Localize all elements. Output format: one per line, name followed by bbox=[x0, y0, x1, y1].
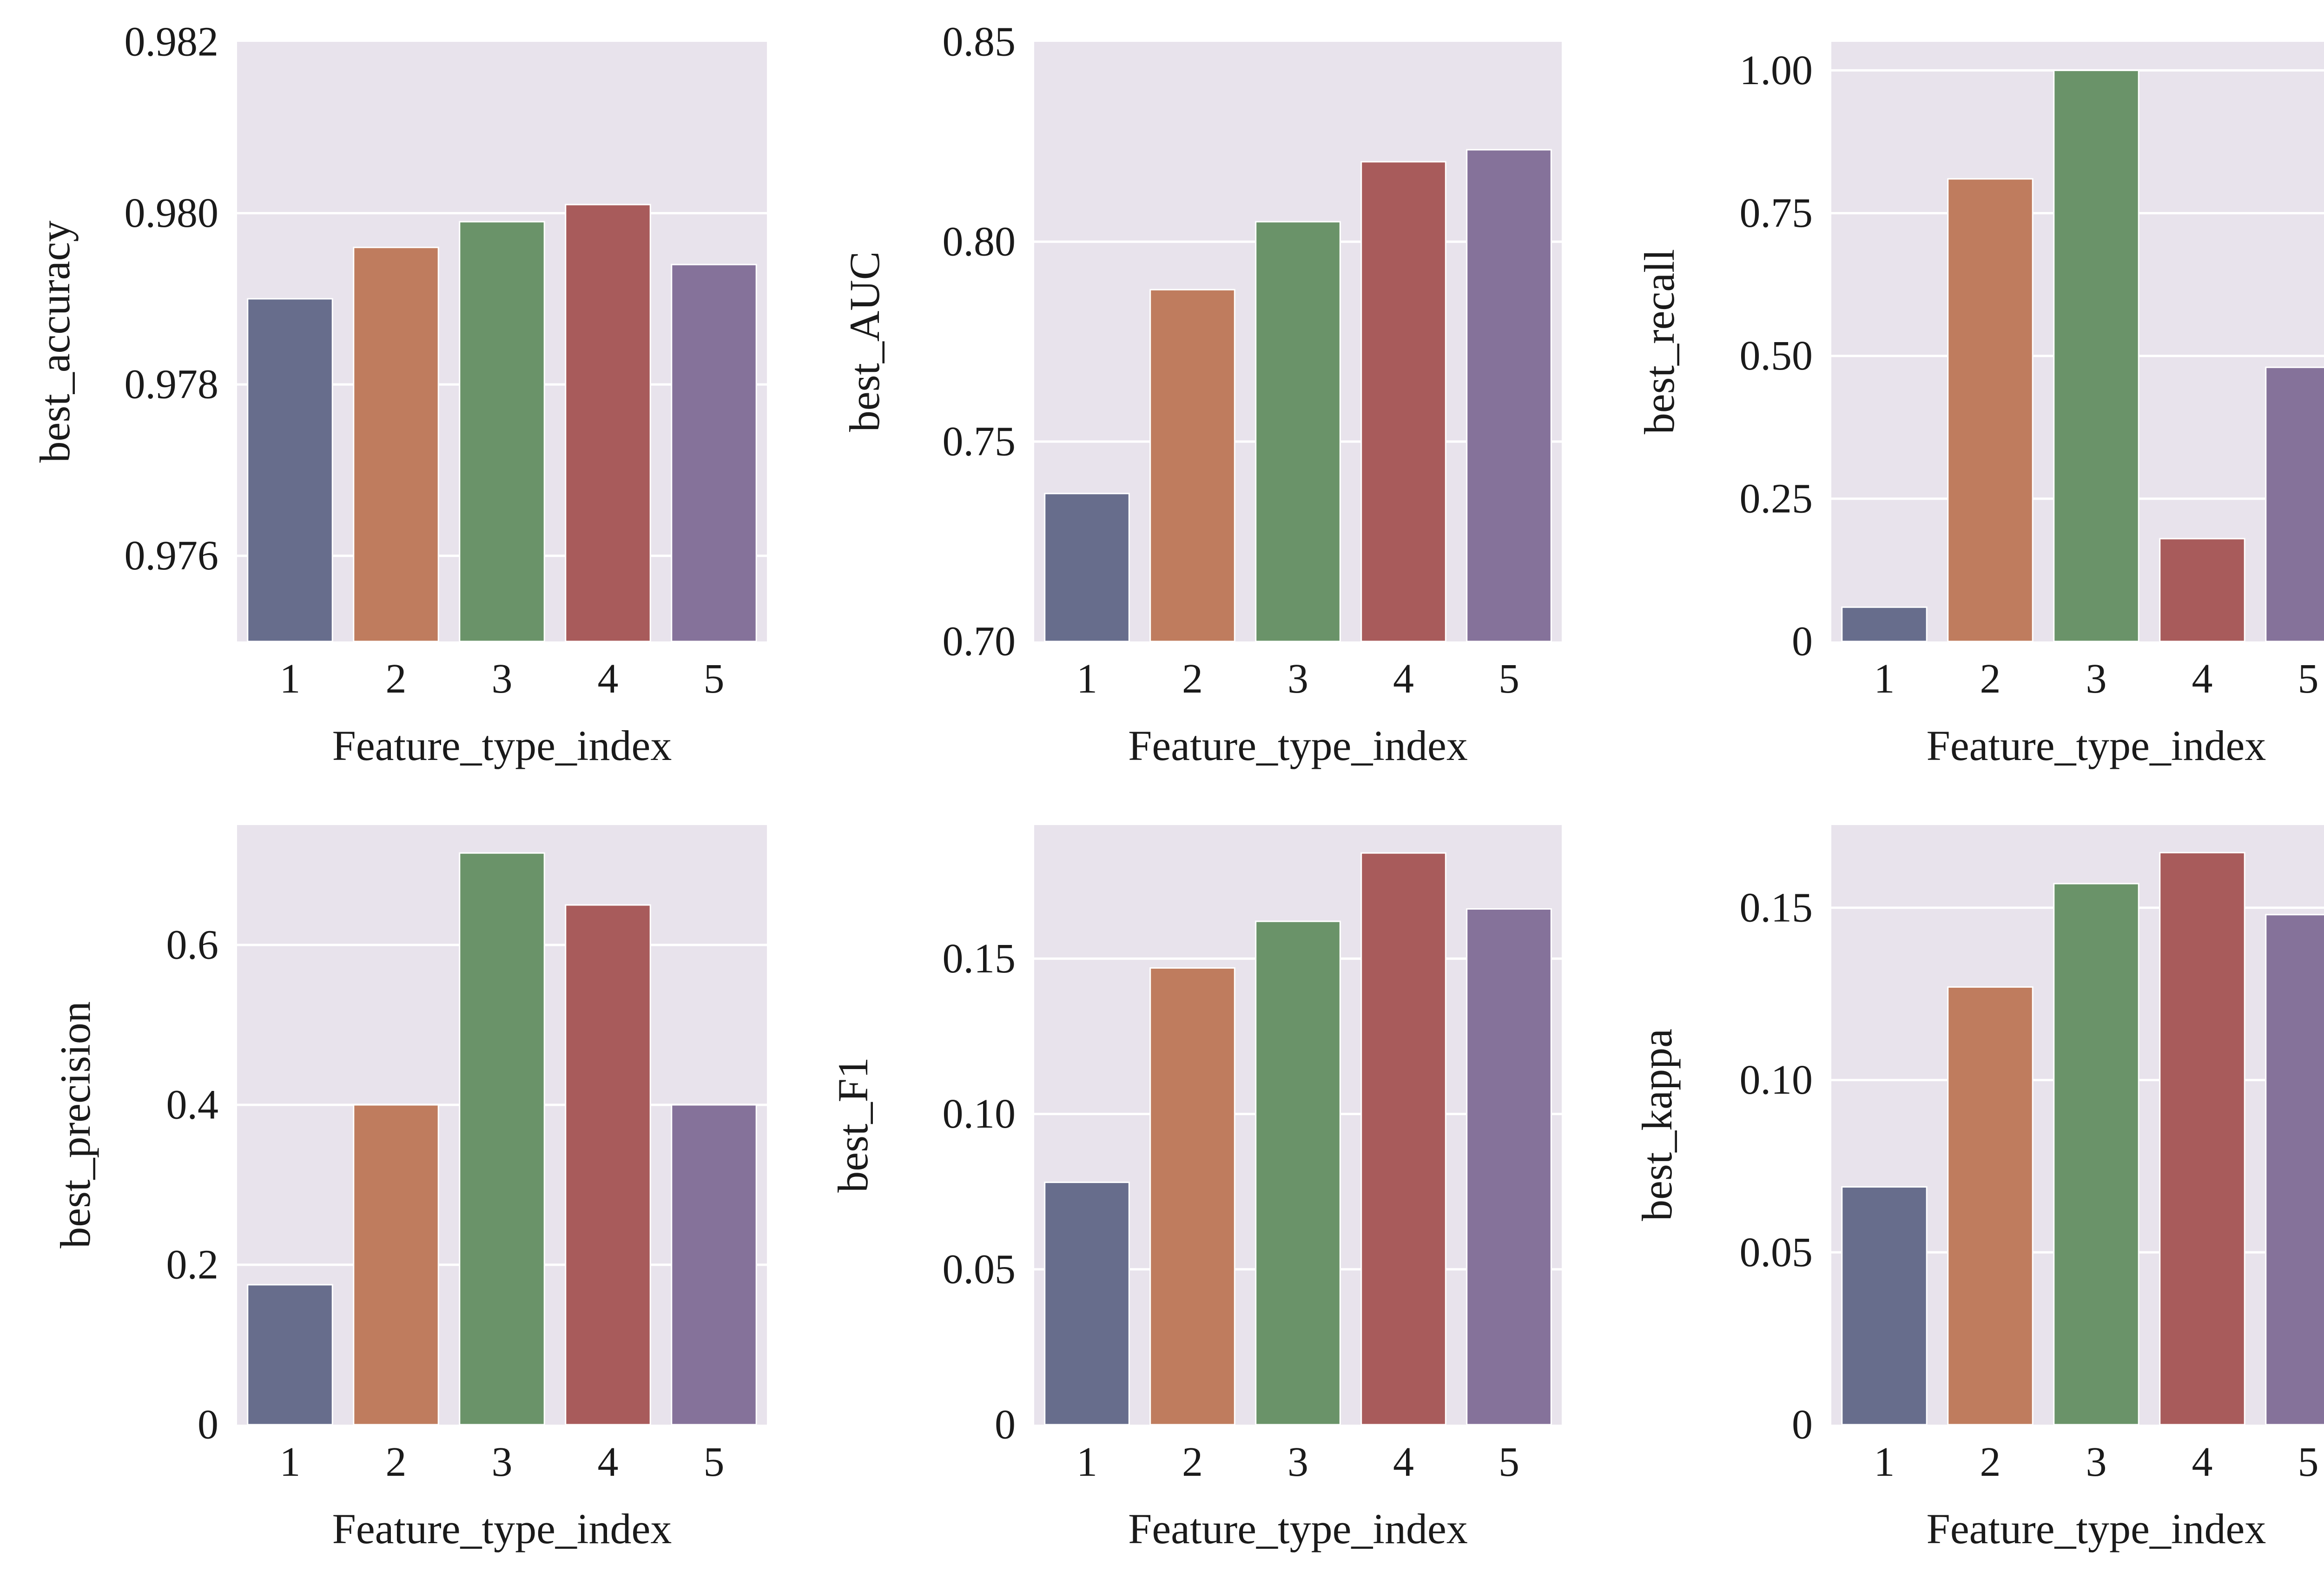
x-tick-label: 2 bbox=[386, 656, 407, 702]
bar bbox=[2265, 366, 2324, 642]
x-tick-label: 3 bbox=[1287, 656, 1308, 702]
x-tick-label: 1 bbox=[1874, 656, 1895, 702]
x-tick-label: 2 bbox=[1182, 1439, 1203, 1485]
y-tick-label: 0.6 bbox=[166, 922, 219, 968]
y-tick-label: 0.980 bbox=[125, 190, 219, 236]
y-tick-label: 0 bbox=[1792, 619, 1813, 665]
y-tick-label: 0 bbox=[198, 1402, 218, 1448]
bar bbox=[353, 246, 439, 642]
x-tick-label: 5 bbox=[2298, 656, 2319, 702]
bar bbox=[1044, 1182, 1130, 1426]
y-tick-label: 0.978 bbox=[125, 362, 219, 408]
x-tick-label: 2 bbox=[1980, 656, 2001, 702]
x-axis-label: Feature_type_index bbox=[1128, 722, 1468, 769]
x-tick-label: 1 bbox=[1076, 656, 1097, 702]
x-axis-label: Feature_type_index bbox=[1927, 722, 2266, 769]
x-tick-label: 5 bbox=[1499, 1439, 1519, 1485]
x-tick-label: 5 bbox=[704, 656, 725, 702]
y-tick-label: 0.976 bbox=[125, 533, 219, 579]
x-tick-label: 4 bbox=[2192, 656, 2213, 702]
x-tick-label: 2 bbox=[1182, 656, 1203, 702]
x-axis-label: Feature_type_index bbox=[1927, 1505, 2266, 1552]
bar bbox=[671, 1104, 757, 1426]
x-tick-label: 3 bbox=[2086, 1439, 2107, 1485]
y-tick-label: 0 bbox=[995, 1402, 1016, 1448]
y-tick-label: 0 bbox=[1792, 1402, 1813, 1448]
x-tick-label: 5 bbox=[2298, 1439, 2319, 1485]
bar bbox=[353, 1104, 439, 1426]
y-tick-label: 1.00 bbox=[1740, 47, 1813, 93]
x-tick-label: 1 bbox=[280, 656, 301, 702]
y-axis-label: best_kappa bbox=[1633, 1029, 1681, 1221]
y-tick-label: 0.85 bbox=[943, 19, 1016, 65]
bar bbox=[1149, 289, 1235, 642]
bar bbox=[2053, 69, 2139, 642]
bar bbox=[1255, 221, 1341, 642]
bar bbox=[247, 1284, 333, 1426]
bar bbox=[2159, 852, 2245, 1426]
bar bbox=[1360, 852, 1446, 1426]
x-axis-label: Feature_type_index bbox=[1128, 1505, 1468, 1552]
y-tick-label: 0.80 bbox=[943, 219, 1016, 265]
bar bbox=[1947, 986, 2034, 1426]
y-tick-label: 0.75 bbox=[1740, 190, 1813, 236]
bar bbox=[1841, 606, 1928, 642]
y-tick-label: 0.10 bbox=[1740, 1057, 1813, 1103]
x-tick-label: 2 bbox=[386, 1439, 407, 1485]
y-tick-label: 0.982 bbox=[125, 19, 219, 65]
x-tick-label: 1 bbox=[1076, 1439, 1097, 1485]
x-axis-label: Feature_type_index bbox=[332, 722, 672, 769]
y-tick-label: 0.05 bbox=[943, 1246, 1016, 1292]
x-tick-label: 5 bbox=[704, 1439, 725, 1485]
bar bbox=[2265, 914, 2324, 1426]
x-axis-label: Feature_type_index bbox=[332, 1505, 672, 1552]
bar bbox=[565, 204, 651, 642]
x-tick-label: 1 bbox=[280, 1439, 301, 1485]
y-tick-label: 0.15 bbox=[943, 936, 1016, 982]
bar bbox=[1149, 967, 1235, 1426]
y-tick-label: 0.70 bbox=[943, 619, 1016, 665]
x-tick-label: 4 bbox=[1393, 656, 1414, 702]
bar bbox=[2159, 538, 2245, 642]
x-tick-label: 5 bbox=[1499, 656, 1519, 702]
x-tick-label: 3 bbox=[492, 656, 513, 702]
y-tick-label: 0.75 bbox=[943, 419, 1016, 465]
y-tick-label: 0.2 bbox=[166, 1242, 219, 1288]
bar bbox=[247, 298, 333, 642]
y-tick-label: 0.50 bbox=[1740, 333, 1813, 379]
y-tick-label: 0.25 bbox=[1740, 476, 1813, 522]
bar bbox=[1044, 493, 1130, 642]
y-tick-label: 0.4 bbox=[166, 1082, 219, 1128]
bar bbox=[565, 904, 651, 1426]
x-tick-label: 3 bbox=[2086, 656, 2107, 702]
bar bbox=[459, 852, 545, 1426]
y-axis-label: best_F1 bbox=[829, 1057, 877, 1192]
y-tick-label: 0.10 bbox=[943, 1091, 1016, 1137]
y-axis-label: best_recall bbox=[1636, 249, 1683, 434]
bar bbox=[1466, 149, 1552, 642]
y-tick-label: 0.05 bbox=[1740, 1229, 1813, 1275]
x-tick-label: 4 bbox=[598, 656, 619, 702]
bar bbox=[1255, 920, 1341, 1426]
x-tick-label: 4 bbox=[2192, 1439, 2213, 1485]
y-axis-label: best_accuracy bbox=[31, 220, 79, 462]
x-tick-label: 4 bbox=[598, 1439, 619, 1485]
bar bbox=[2053, 883, 2139, 1426]
y-axis-label: best_AUC bbox=[841, 251, 888, 432]
bar bbox=[1947, 178, 2034, 642]
x-tick-label: 4 bbox=[1393, 1439, 1414, 1485]
bar bbox=[671, 264, 757, 642]
bar bbox=[1841, 1186, 1928, 1426]
y-axis-label: best_precision bbox=[52, 1001, 99, 1248]
x-tick-label: 3 bbox=[492, 1439, 513, 1485]
bar bbox=[459, 221, 545, 642]
x-tick-label: 2 bbox=[1980, 1439, 2001, 1485]
x-tick-label: 1 bbox=[1874, 1439, 1895, 1485]
bar bbox=[1466, 908, 1552, 1426]
bar bbox=[1360, 161, 1446, 642]
x-tick-label: 3 bbox=[1287, 1439, 1308, 1485]
y-tick-label: 0.15 bbox=[1740, 885, 1813, 931]
